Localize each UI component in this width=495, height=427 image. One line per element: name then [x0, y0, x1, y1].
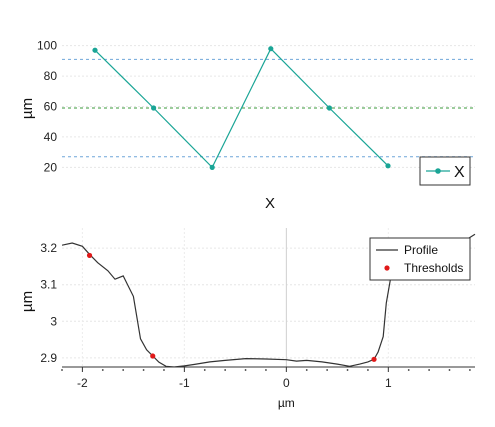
bottom-y-ticks: 2.9 3 3.1 3.2 — [40, 241, 57, 365]
top-y-tick-label-80: 80 — [44, 69, 58, 83]
bottom-x-minor-tick — [163, 369, 165, 371]
bottom-x-minor-tick — [122, 369, 125, 371]
bottom-x-minor-tick — [305, 369, 308, 371]
top-x-axis-label: X — [265, 195, 275, 212]
top-y-tick-label-60: 60 — [44, 100, 58, 114]
bottom-y-tick-label-3: 3.2 — [40, 241, 57, 255]
bottom-x-axis — [61, 366, 475, 371]
bottom-x-minor-tick — [469, 369, 471, 371]
bottom-x-tick-label-1: -1 — [179, 376, 190, 390]
bottom-threshold-point-2 — [371, 356, 377, 362]
bottom-x-minor-tick — [367, 369, 369, 371]
bottom-x-ticks: -2 -1 0 1 — [77, 367, 392, 390]
top-series-line-x — [94, 47, 389, 169]
bottom-x-minor-tick — [101, 369, 104, 371]
bottom-x-minor-tick — [326, 369, 329, 371]
bottom-y-tick-label-0: 2.9 — [40, 351, 57, 365]
bottom-legend: Profile Thresholds — [369, 237, 471, 281]
top-data-point-2 — [209, 164, 215, 170]
bottom-y-axis-label: µm — [19, 291, 36, 312]
bottom-x-tick-label-0: -2 — [77, 376, 88, 390]
bottom-x-axis-label: µm — [278, 396, 295, 410]
bottom-x-minor-tick — [61, 369, 63, 371]
bottom-legend-label-profile: Profile — [404, 243, 438, 257]
top-chart: 20 40 60 80 100 µm X X — [19, 35, 475, 212]
top-data-point-4 — [326, 105, 332, 111]
top-reference-lines — [62, 58, 475, 158]
top-y-axis-label: µm — [19, 98, 36, 119]
bottom-threshold-point-0 — [86, 252, 93, 259]
top-data-point-0 — [92, 47, 98, 53]
top-grid — [62, 45, 475, 168]
bottom-x-minor-tick — [142, 369, 145, 371]
bottom-x-tick-label-3: 1 — [385, 376, 392, 390]
bottom-legend-swatch-thresholds — [384, 265, 390, 271]
bottom-x-minor-tick — [407, 369, 410, 371]
bottom-threshold-point-1 — [150, 353, 156, 359]
bottom-x-minor-tick — [203, 369, 206, 371]
bottom-x-minor-tick — [244, 369, 247, 371]
bottom-x-minor-tick — [346, 369, 349, 371]
top-y-ticks: 20 40 60 80 100 — [37, 39, 57, 175]
bottom-x-tick-label-2: 0 — [283, 376, 290, 390]
bottom-x-minor-tick — [224, 369, 227, 371]
top-legend-label-x: X — [454, 164, 465, 181]
bottom-y-tick-label-1: 3 — [50, 314, 57, 328]
bottom-x-minor-tick — [448, 369, 451, 371]
top-data-point-5 — [385, 163, 391, 169]
bottom-legend-label-thresholds: Thresholds — [404, 261, 463, 275]
bottom-x-minor-tick — [428, 369, 431, 371]
top-y-tick-label-40: 40 — [44, 130, 58, 144]
bottom-y-tick-label-2: 3.1 — [40, 278, 57, 292]
top-legend-swatch-marker — [435, 168, 441, 174]
top-legend: X — [419, 156, 471, 186]
top-series — [92, 46, 391, 170]
top-data-point-1 — [151, 105, 157, 111]
top-data-point-3 — [268, 46, 274, 52]
top-y-tick-label-100: 100 — [37, 39, 57, 53]
top-y-tick-label-20: 20 — [44, 160, 58, 174]
bottom-chart: 2.9 3 3.1 3.2 -2 -1 0 1 µm µm Profile Threshol… — [19, 228, 476, 410]
bottom-x-minor-tick — [265, 369, 267, 371]
bottom-legend-box — [369, 237, 471, 281]
